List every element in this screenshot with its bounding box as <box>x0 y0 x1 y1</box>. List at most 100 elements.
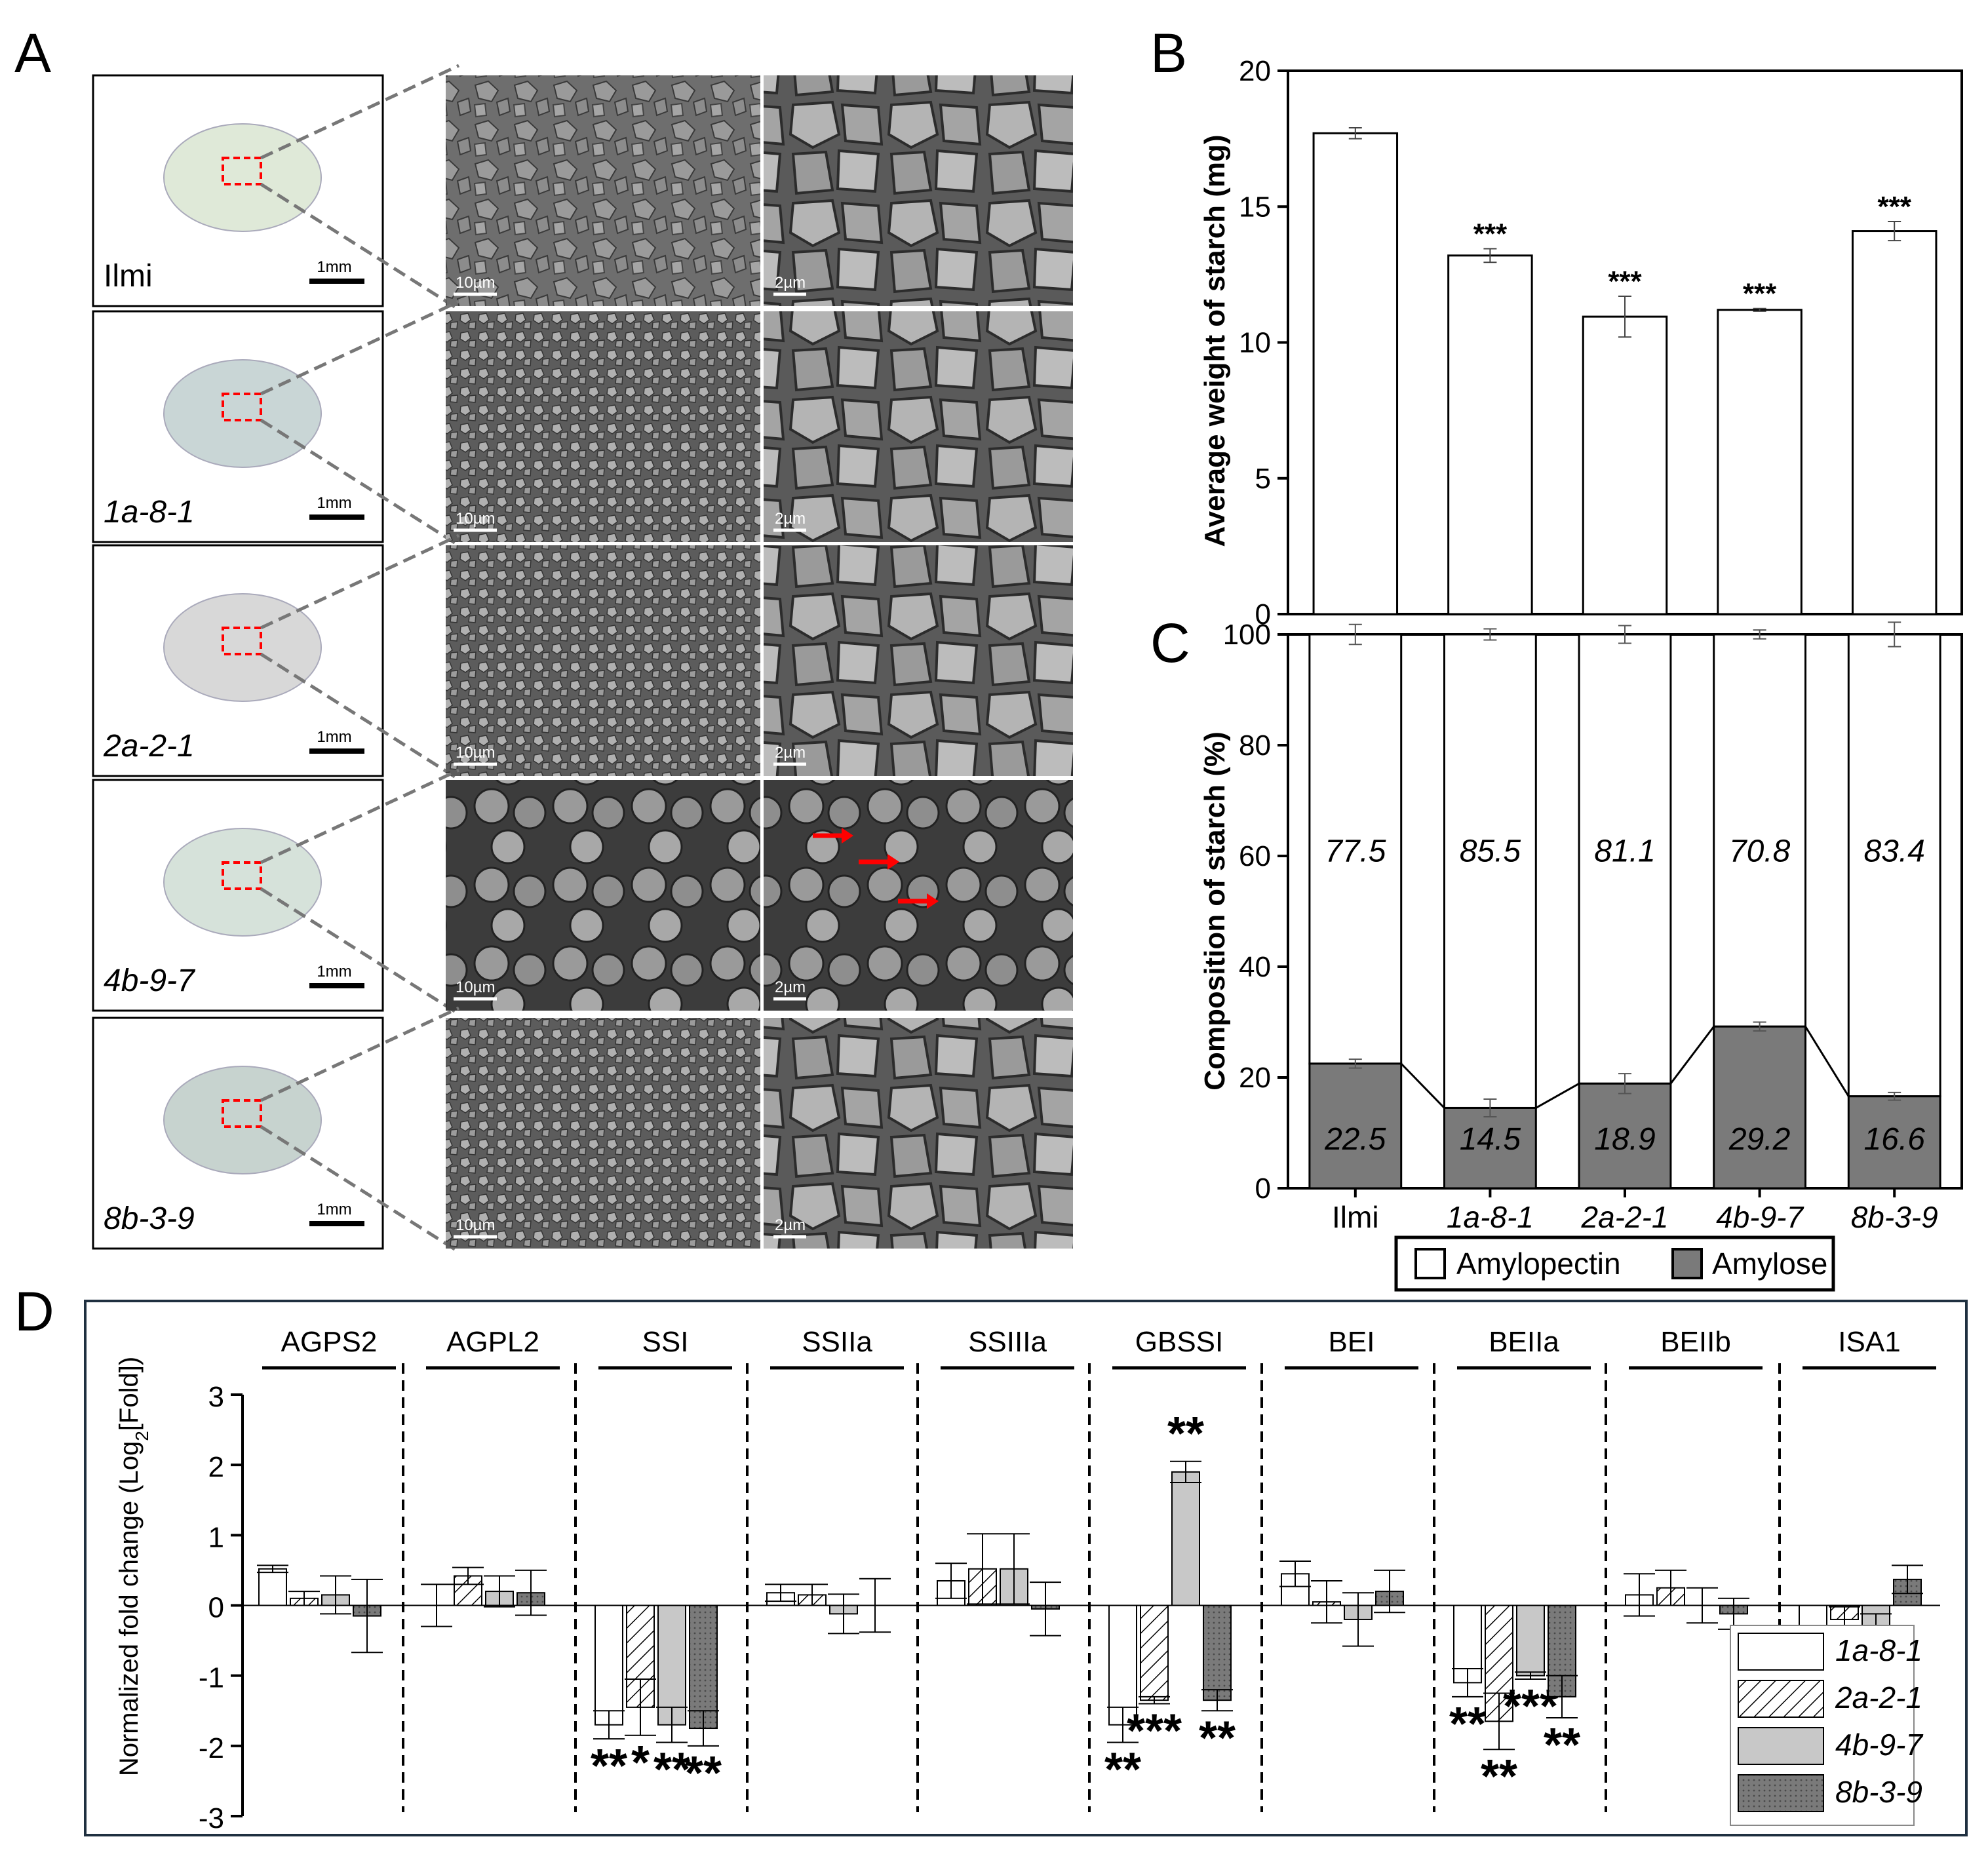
panel-c-amylose-trend-line <box>1535 1082 1580 1109</box>
legend-swatch-amylopectin <box>1414 1248 1446 1279</box>
panel-d-y-tick-label: -2 <box>199 1732 224 1764</box>
panel-d-y-tick-label: 0 <box>208 1592 224 1624</box>
panel-d-legend-label: 8b-3-9 <box>1835 1775 1922 1809</box>
sem-low-scale-label: 10µm <box>456 1216 496 1234</box>
panel-d-gene-label: ISA1 <box>1838 1326 1900 1358</box>
panel-b-starch-weight-chart: Average weight of starch (mg) 0 5 10 15 20 **… <box>1199 55 1963 630</box>
panel-c-y-tick-label: 0 <box>1255 1173 1271 1205</box>
sample-label: 4b-9-7 <box>104 963 196 998</box>
panel-c-bar-amylopectin <box>1443 633 1537 1109</box>
seed-cross-section-image <box>163 123 322 232</box>
panel-d-gene-label: SSIIIa <box>968 1326 1047 1358</box>
panel-d-significance-label: ** <box>591 1740 627 1793</box>
panel-letter-b: B <box>1150 22 1187 84</box>
seed-cross-section-image <box>163 1066 322 1174</box>
panel-c-bar-amylose <box>1443 1106 1537 1190</box>
seed-cross-section-image <box>163 359 322 468</box>
sample-label: 2a-2-1 <box>103 729 195 764</box>
legend-label-amylose: Amylose <box>1712 1247 1827 1281</box>
panel-d-significance-label: * <box>631 1737 650 1789</box>
panel-d-significance-label: ** <box>1449 1698 1486 1751</box>
red-arrow-icon <box>927 893 939 909</box>
zoom-connector-top <box>260 533 460 630</box>
panel-a-row-4: 4b-9-7 1mm 10µm 2µm <box>92 768 1073 1016</box>
panel-b-bar <box>1851 230 1938 615</box>
panel-c-y-tick-label: 20 <box>1239 1062 1271 1094</box>
panel-d-gene-label: AGPL2 <box>446 1326 539 1358</box>
panel-c-amylopectin-value-label: 85.5 <box>1460 834 1521 868</box>
panel-d-bar <box>1203 1604 1232 1701</box>
panel-d-gene-label: SSIIa <box>802 1326 872 1358</box>
panel-c-amylose-value-label: 22.5 <box>1324 1122 1386 1157</box>
panel-d-frame <box>84 1300 1968 1836</box>
seed-zoom-region-box <box>222 1099 262 1128</box>
photo-scale-label: 1mm <box>317 963 351 980</box>
panel-d-bar <box>1140 1604 1169 1701</box>
sem-low-scale-label: 10µm <box>456 510 496 528</box>
panel-c-amylopectin-value-label: 70.8 <box>1729 834 1791 868</box>
zoom-connector-top <box>260 300 460 396</box>
sem-high-mag-image <box>764 311 1073 542</box>
photo-scale-label: 1mm <box>317 1201 351 1218</box>
sem-high-scale-label: 2µm <box>775 274 806 292</box>
panel-c-amylopectin-value-label: 81.1 <box>1594 834 1655 868</box>
sample-label: Ilmi <box>104 259 153 294</box>
sem-high-scale-label: 2µm <box>775 510 806 528</box>
seed-zoom-region-box <box>222 393 262 421</box>
panel-c-amylose-value-label: 18.9 <box>1594 1122 1655 1157</box>
panel-letter-d: D <box>14 1281 54 1342</box>
legend-label-amylopectin: Amylopectin <box>1456 1247 1621 1281</box>
panel-a-row-3: 2a-2-1 1mm 10µm 2µm <box>92 533 1073 781</box>
panel-b-y-tick-label: 10 <box>1239 327 1271 359</box>
panel-letter-a: A <box>14 22 51 84</box>
sem-low-scale-label: 10µm <box>456 979 496 996</box>
photo-scale-label: 1mm <box>317 728 351 746</box>
panel-b-y-tick-label: 15 <box>1239 191 1271 223</box>
seed-cross-section-image <box>163 828 322 937</box>
sem-high-mag-image <box>764 75 1073 306</box>
panel-b-bar <box>1447 254 1533 615</box>
panel-letter-c: C <box>1150 612 1190 674</box>
panel-d-legend-label: 2a-2-1 <box>1835 1680 1922 1715</box>
panel-d-y-tick-label: -3 <box>199 1802 224 1834</box>
seed-zoom-region-box <box>222 627 262 655</box>
photo-scale-label: 1mm <box>317 494 351 512</box>
panel-c-x-tick-label: 8b-3-9 <box>1851 1200 1938 1234</box>
zoom-connector-top <box>260 768 460 864</box>
panel-d-y-tick-label: 1 <box>208 1521 224 1553</box>
panel-c-amylose-value-label: 16.6 <box>1863 1122 1925 1157</box>
sem-low-mag-image <box>446 311 760 542</box>
panel-d-significance-label: ** <box>653 1743 690 1796</box>
panel-b-y-axis-title: Average weight of starch (mg) <box>1199 134 1231 547</box>
panel-d-gene-label: SSI <box>642 1326 689 1358</box>
panel-d-significance-label: ** <box>685 1747 722 1800</box>
panel-a-row-1: Ilmi 1mm 10µm 2µm <box>92 64 1073 311</box>
panel-b-bar <box>1312 132 1399 615</box>
sample-label: 8b-3-9 <box>104 1201 195 1236</box>
panel-d-legend-swatch <box>1738 1727 1824 1765</box>
panel-d-bar <box>594 1604 623 1726</box>
panel-d-significance-label: ** <box>1104 1743 1141 1796</box>
panel-c-bar-amylopectin <box>1713 633 1807 1028</box>
sem-low-mag-image <box>446 1018 760 1249</box>
panel-c-amylopectin-value-label: 83.4 <box>1863 834 1924 868</box>
sem-high-scale-label: 2µm <box>775 744 806 762</box>
panel-c-y-tick-label: 80 <box>1239 729 1271 762</box>
panel-c-y-tick-label: 100 <box>1223 619 1271 651</box>
panel-d-significance-label: ** <box>1199 1712 1236 1764</box>
panel-c-y-tick-label: 40 <box>1239 951 1271 983</box>
panel-d-bar <box>1171 1471 1200 1606</box>
panel-c-bar-amylose <box>1713 1025 1807 1190</box>
panel-d-gene-label: GBSSI <box>1135 1326 1224 1358</box>
panel-c-bar-amylose <box>1308 1062 1403 1190</box>
panel-c-starch-composition-chart: Composition of starch (%) Amylopectin Am… <box>1199 619 1963 1292</box>
sem-low-scale-label: 10µm <box>456 744 496 762</box>
seed-zoom-region-box <box>222 157 262 185</box>
sem-low-mag-image <box>446 545 760 776</box>
sem-low-scale-label: 10µm <box>456 274 496 292</box>
panel-b-significance-label: *** <box>1608 265 1642 298</box>
zoom-connector-top <box>260 64 460 160</box>
sem-high-mag-image <box>764 780 1073 1011</box>
